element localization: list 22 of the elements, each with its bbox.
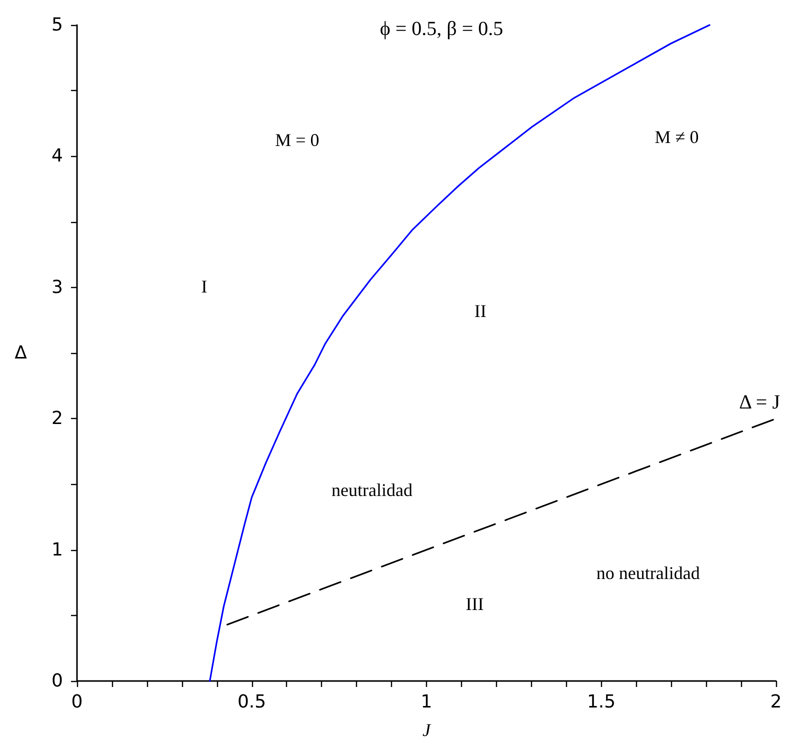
y-tick-label: 4 bbox=[52, 146, 63, 167]
chart-title: ϕ = 0.5, β = 0.5 bbox=[380, 18, 504, 40]
y-tick-label: 0 bbox=[52, 670, 63, 692]
annotation: M = 0 bbox=[275, 130, 320, 150]
annotation: neutralidad bbox=[331, 480, 412, 500]
annotation: M ≠ 0 bbox=[654, 127, 699, 148]
x-tick-label: 2 bbox=[770, 692, 782, 712]
y-tick-label: 3 bbox=[52, 276, 63, 298]
x-tick-label: 0 bbox=[71, 692, 83, 712]
annotation: no neutralidad bbox=[596, 562, 700, 583]
annotation: I bbox=[201, 276, 208, 297]
annotation: II bbox=[474, 301, 486, 322]
x-tick-label: 1 bbox=[420, 692, 432, 712]
x-axis-title: J bbox=[422, 720, 432, 740]
x-tick-label: 0.5 bbox=[237, 692, 266, 712]
series-label: Δ = J bbox=[739, 392, 780, 414]
annotation: III bbox=[466, 594, 484, 614]
y-tick-label: 1 bbox=[52, 539, 63, 560]
x-tick-label: 1.5 bbox=[586, 692, 616, 712]
y-tick-label: 5 bbox=[52, 14, 63, 36]
y-tick-label: 2 bbox=[52, 408, 63, 430]
y-axis-title: Δ bbox=[14, 342, 28, 364]
